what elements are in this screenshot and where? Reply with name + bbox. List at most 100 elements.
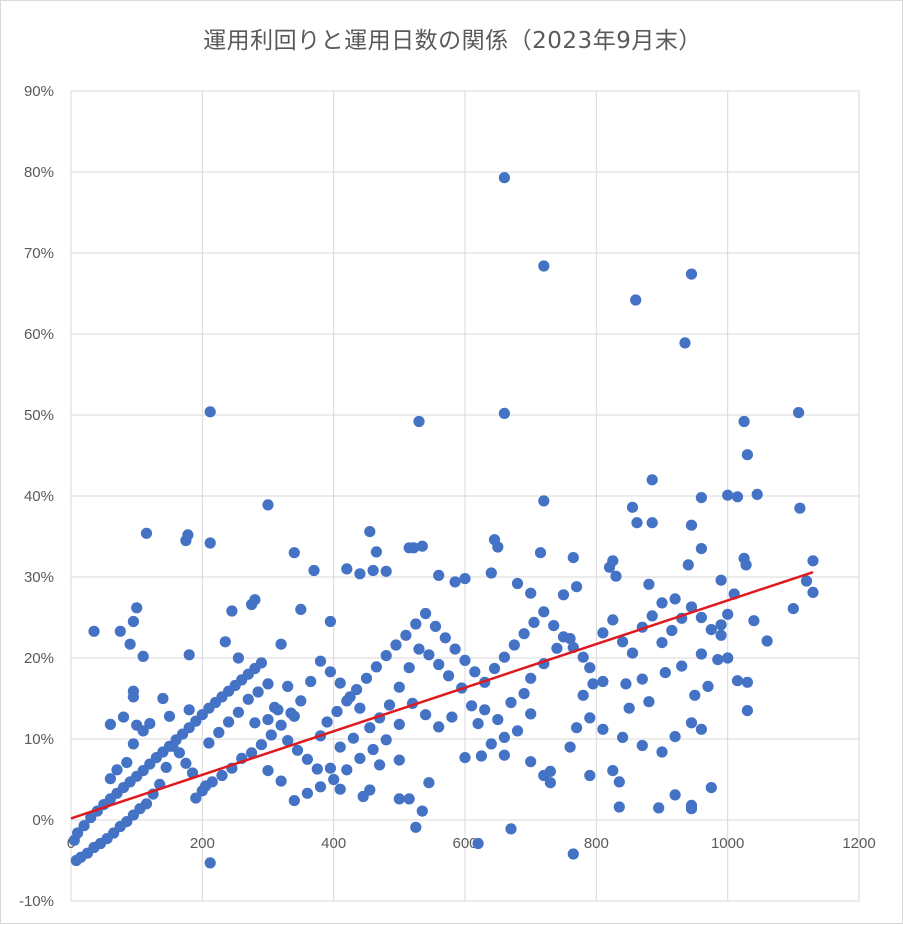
data-point [314, 781, 327, 793]
data-point [163, 710, 176, 722]
data-point [695, 648, 708, 660]
data-point [433, 569, 445, 582]
data-point [354, 752, 366, 765]
data-point [525, 672, 537, 684]
data-point [393, 718, 405, 731]
chart-title: 運用利回りと運用日数の関係（2023年9月末） [203, 28, 702, 54]
data-point [423, 777, 435, 789]
data-point [439, 632, 451, 644]
data-point [459, 654, 471, 667]
data-point [324, 615, 336, 628]
data-point [334, 677, 346, 689]
data-point [587, 678, 599, 690]
y-tick-label: 90% [24, 83, 54, 100]
data-point [305, 675, 317, 688]
data-point [669, 731, 681, 743]
data-point [731, 675, 744, 687]
data-point [669, 789, 681, 801]
data-point [111, 764, 123, 776]
data-point [679, 337, 691, 349]
data-point [731, 491, 744, 503]
x-axis-ticks: 020040060080010001200 [67, 835, 876, 852]
data-point [370, 661, 382, 673]
data-point [183, 704, 195, 716]
data-point [538, 606, 550, 618]
data-point [617, 636, 629, 648]
data-point [367, 743, 379, 756]
data-point [584, 769, 596, 782]
x-tick-label: 1000 [711, 835, 744, 852]
data-point [643, 696, 655, 708]
data-point [689, 689, 701, 701]
data-point [459, 573, 471, 585]
y-tick-label: 60% [24, 326, 54, 343]
data-point [557, 589, 570, 601]
data-point [272, 704, 284, 716]
data-point [607, 765, 619, 777]
data-point [393, 681, 405, 693]
data-point [567, 848, 579, 860]
data-point [383, 699, 396, 711]
data-point [160, 761, 172, 774]
data-point [636, 673, 648, 685]
data-point [204, 857, 216, 869]
data-point [203, 737, 215, 749]
data-point [722, 489, 734, 501]
data-point [656, 597, 668, 609]
data-point [341, 695, 353, 707]
data-point [646, 474, 658, 486]
data-point [127, 615, 139, 628]
data-point [466, 700, 478, 712]
data-point [196, 785, 208, 797]
data-point [761, 635, 773, 647]
data-point [676, 660, 688, 672]
data-point [183, 649, 195, 661]
data-point [505, 823, 517, 835]
data-point [538, 260, 550, 272]
data-point [740, 559, 752, 571]
data-point [695, 611, 708, 624]
data-point [72, 827, 84, 839]
data-point [449, 576, 461, 588]
data-point [403, 793, 415, 805]
data-point [206, 776, 218, 788]
data-point [682, 559, 694, 571]
data-point [656, 637, 668, 649]
data-point [295, 603, 307, 616]
data-point [807, 555, 819, 567]
gridlines [70, 90, 860, 902]
data-point [190, 792, 202, 804]
data-point [131, 602, 143, 614]
data-point [787, 603, 799, 615]
data-point [70, 854, 82, 867]
data-point [630, 294, 642, 306]
data-point [528, 616, 540, 629]
y-tick-label: 20% [24, 650, 54, 667]
data-point [518, 688, 530, 700]
data-point [626, 647, 639, 659]
data-point [715, 629, 727, 641]
data-point [420, 709, 432, 721]
data-point [459, 752, 471, 764]
data-point [623, 702, 635, 714]
data-point [262, 714, 274, 726]
data-point [685, 601, 698, 613]
data-point [631, 517, 643, 529]
data-point [262, 678, 274, 690]
data-point [525, 756, 537, 768]
y-tick-label: -10% [19, 893, 54, 910]
data-point [685, 268, 698, 280]
data-point [242, 693, 254, 705]
data-point [472, 718, 484, 730]
data-point [321, 716, 333, 728]
data-point [301, 787, 313, 799]
data-point [449, 643, 461, 655]
data-point [433, 658, 445, 671]
data-point [370, 546, 382, 558]
data-point [252, 686, 264, 698]
data-point [669, 593, 681, 605]
data-point [78, 820, 90, 832]
data-point [475, 750, 487, 762]
data-point [213, 726, 225, 739]
